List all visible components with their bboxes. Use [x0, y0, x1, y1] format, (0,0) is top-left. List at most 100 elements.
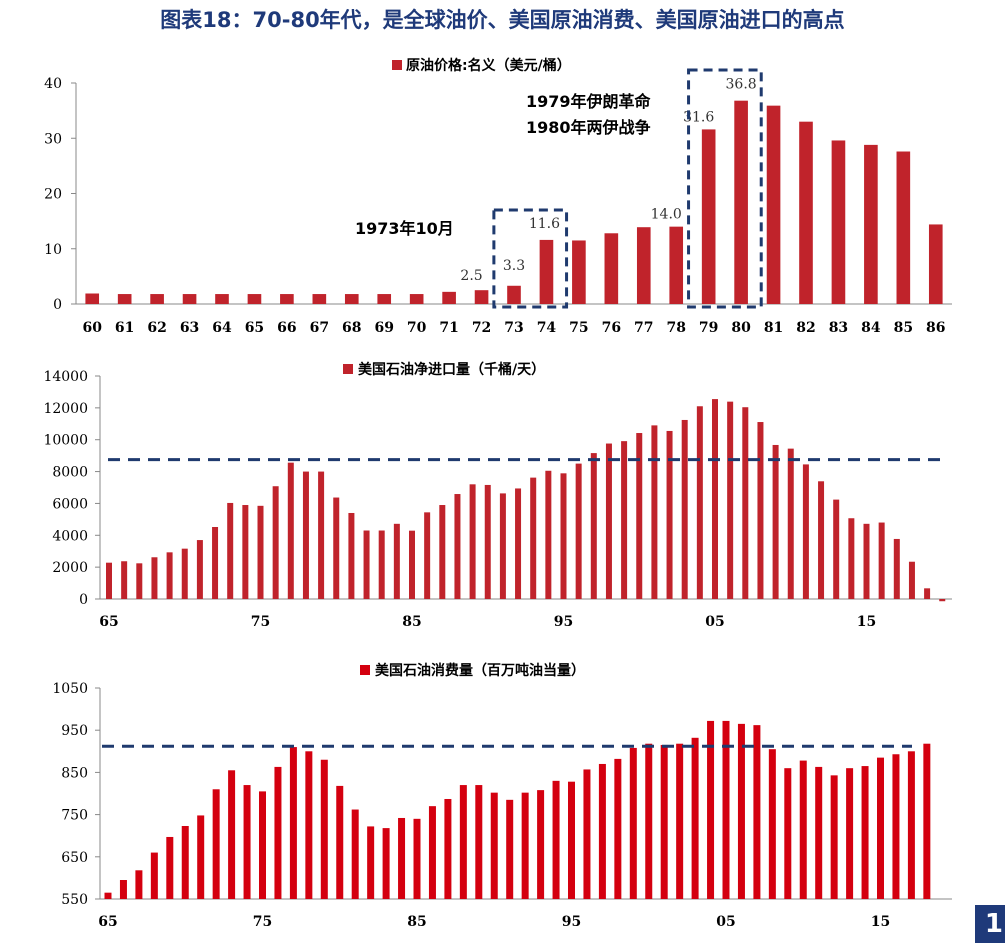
annual-bar — [545, 470, 552, 599]
chart1-x-tick-label: 83 — [829, 320, 848, 336]
annual-bar — [274, 766, 282, 899]
price-bar — [539, 239, 554, 304]
annual-bar — [490, 792, 498, 899]
annual-bar — [228, 770, 236, 899]
annual-bar — [393, 523, 400, 599]
price-data-label: 31.6 — [683, 109, 714, 125]
price-bar — [409, 294, 424, 304]
annual-bar — [469, 484, 476, 599]
annual-bar — [499, 493, 506, 599]
annual-bar — [861, 766, 869, 899]
price-bar — [604, 233, 619, 304]
annual-bar — [799, 760, 807, 899]
price-data-label: 3.3 — [503, 258, 525, 274]
annual-bar — [212, 789, 220, 899]
price-bar — [117, 294, 132, 304]
chart3-y-tick-label: 850 — [61, 765, 88, 781]
annual-bar — [506, 799, 514, 899]
chart1-x-tick-label: 72 — [472, 320, 491, 336]
price-bar — [734, 100, 748, 305]
chart1-x-tick-label: 81 — [764, 320, 783, 336]
annual-bar — [119, 880, 127, 899]
annual-bar — [151, 557, 158, 599]
price-bar — [636, 227, 651, 304]
annual-bar — [333, 497, 340, 599]
chart2-y-tick-label: 0 — [79, 592, 88, 608]
annual-bar — [196, 540, 203, 599]
annotation-1979: 1979年伊朗革命 — [526, 92, 652, 111]
annual-bar — [428, 806, 436, 899]
annual-bar — [833, 499, 840, 599]
annual-bar — [459, 785, 467, 899]
price-bar — [312, 294, 327, 304]
annual-bar — [614, 758, 622, 899]
annual-bar — [454, 494, 461, 599]
annual-bar — [135, 870, 143, 899]
chart2-x-tick-label: 95 — [554, 614, 573, 630]
annual-bar — [892, 754, 900, 899]
annual-bar — [877, 757, 884, 899]
annual-bar — [666, 430, 673, 599]
chart3-x-tick-label: 15 — [871, 914, 890, 930]
chart1-x-tick-label: 86 — [926, 320, 945, 336]
chart3-x-tick-label: 95 — [562, 914, 581, 930]
annual-bar — [696, 406, 703, 599]
price-bar — [215, 294, 229, 304]
annual-bar — [802, 464, 809, 599]
chart1-x-tick-label: 73 — [504, 320, 523, 336]
annual-bar — [575, 463, 582, 599]
annual-bar — [243, 785, 251, 899]
annual-bar — [830, 775, 838, 899]
annual-bar — [515, 488, 522, 599]
annual-bar — [863, 523, 870, 599]
chart1-x-tick-label: 65 — [245, 320, 264, 336]
chart3-x-tick-label: 05 — [716, 914, 735, 930]
chart1-x-tick-label: 74 — [537, 320, 557, 336]
annual-bar — [848, 518, 855, 599]
annual-bar — [787, 448, 794, 599]
price-bar — [247, 294, 262, 304]
annual-bar — [378, 530, 385, 599]
chart1-x-tick-label: 82 — [796, 320, 815, 336]
annual-bar — [424, 512, 431, 599]
annual-bar — [908, 561, 915, 599]
price-bar — [701, 129, 716, 304]
annual-bar — [907, 751, 915, 899]
annual-bar — [846, 768, 854, 899]
page-title: 图表18：70-80年代，是全球油价、美国原油消费、美国原油进口的高点 — [160, 8, 845, 32]
annual-bar — [590, 453, 597, 599]
page-number-badge: 1 — [975, 905, 1005, 943]
annual-bar — [893, 538, 900, 599]
annual-bar — [583, 769, 591, 899]
annotation-1973: 1973年10月 — [355, 219, 454, 238]
annual-bar — [737, 723, 745, 899]
annual-bar — [197, 815, 205, 899]
annual-bar — [660, 744, 668, 899]
annual-bar — [181, 548, 188, 599]
annual-bar — [302, 471, 309, 599]
annual-bar — [784, 768, 792, 899]
annotation-1980: 1980年两伊战争 — [526, 118, 651, 137]
annual-bar — [351, 809, 359, 899]
chart3-y-tick-label: 1050 — [52, 681, 88, 697]
price-bar — [864, 144, 878, 304]
annual-bar — [413, 818, 421, 899]
chart1-y-tick-label: 10 — [44, 242, 62, 258]
chart1-y-tick-label: 30 — [44, 131, 62, 147]
annual-bar — [537, 790, 545, 899]
chart1-x-tick-label: 70 — [407, 320, 427, 336]
annual-bar — [753, 725, 761, 899]
chart3-y-tick-label: 650 — [61, 850, 88, 866]
annual-bar — [272, 486, 279, 599]
annual-bar — [242, 505, 249, 599]
annual-bar — [815, 766, 823, 899]
chart1-x-tick-label: 67 — [310, 320, 329, 336]
annual-bar — [336, 785, 344, 899]
annual-bar — [568, 781, 575, 899]
chart2-x-tick-label: 15 — [857, 614, 876, 630]
chart2-x-tick-label: 65 — [99, 614, 118, 630]
highlight-box — [492, 208, 569, 309]
price-data-label: 36.8 — [726, 77, 757, 93]
chart1-x-tick-label: 68 — [342, 320, 361, 336]
chart1-y-tick-label: 40 — [44, 76, 62, 92]
